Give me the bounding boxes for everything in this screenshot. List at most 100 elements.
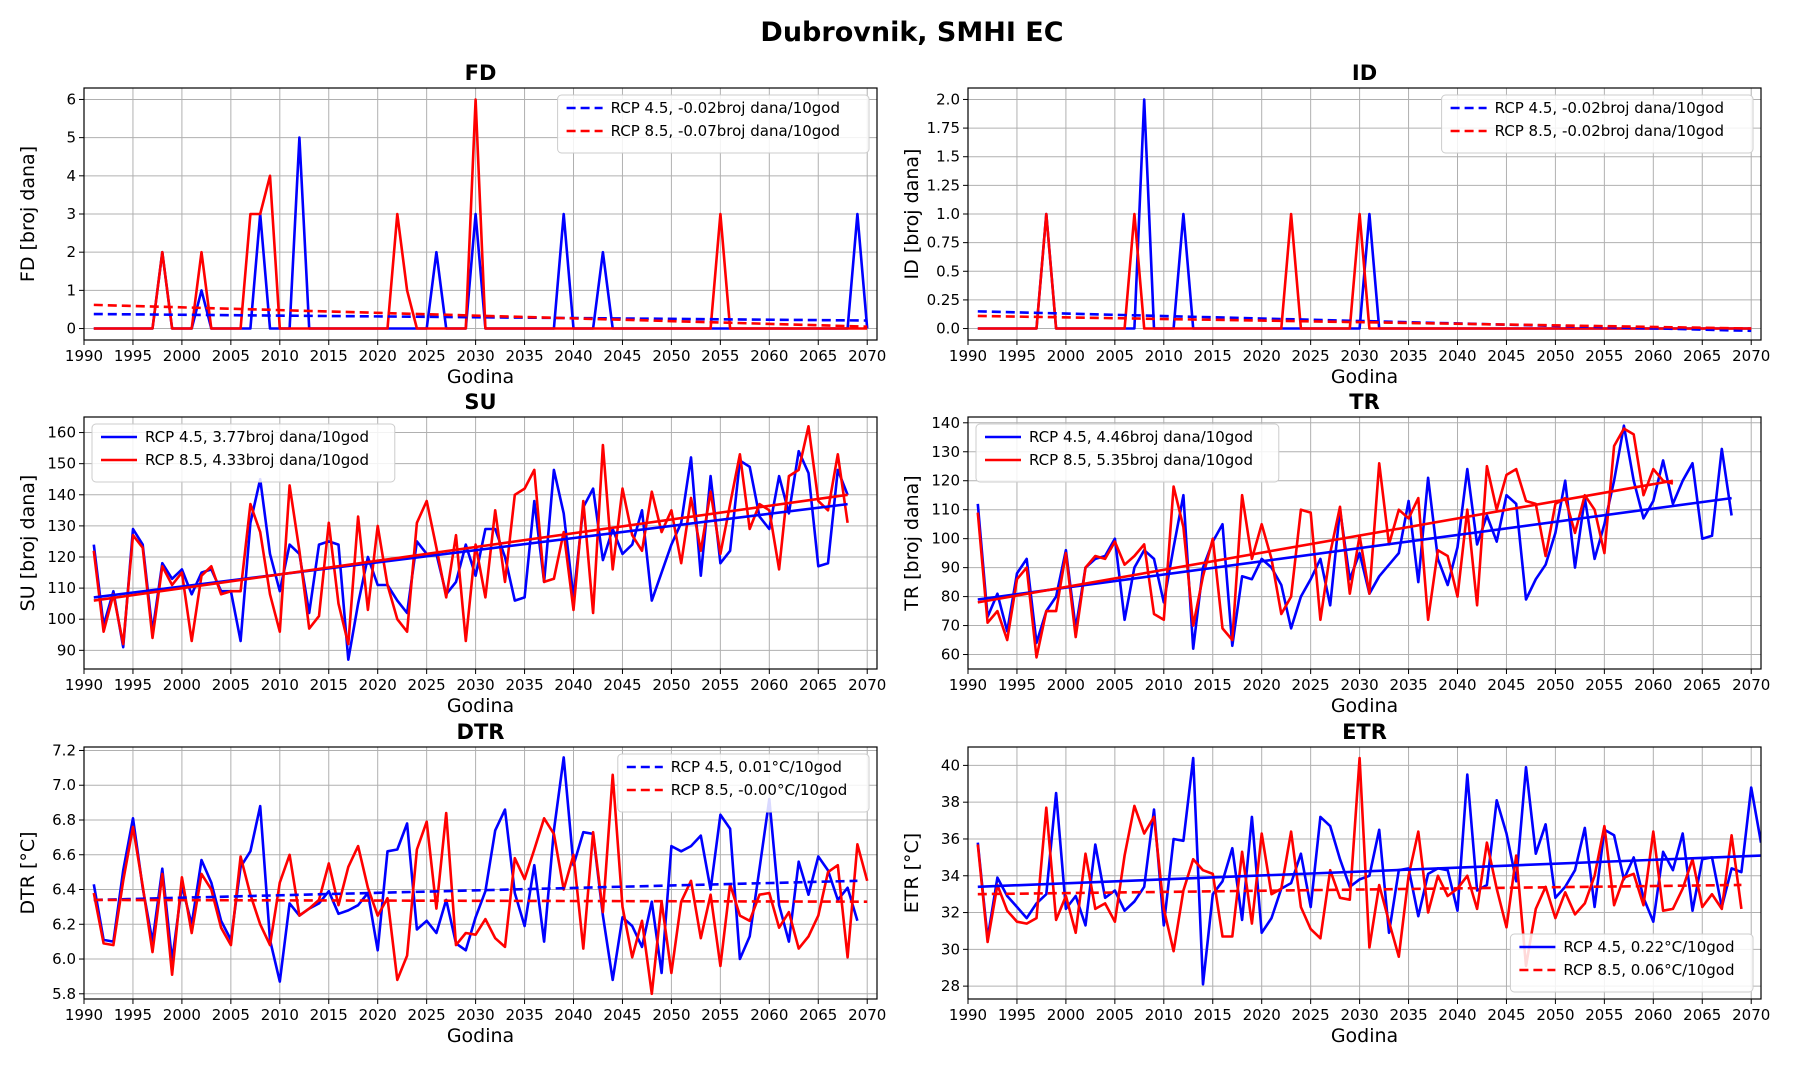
legend-box: [975, 423, 1280, 483]
y-tick-label: 80: [941, 588, 960, 606]
x-tick-label: 2040: [554, 676, 592, 694]
chart-title: ID: [1352, 61, 1377, 85]
legend-box: [1441, 94, 1754, 154]
chart-title: SU: [464, 390, 496, 414]
y-tick-label: 0.0: [936, 320, 960, 338]
legend-label: RCP 8.5, -0.00°C/10god: [671, 781, 848, 799]
legend-label: RCP 4.5, -0.02broj dana/10god: [1495, 99, 1724, 117]
y-tick-label: 160: [47, 424, 76, 442]
x-tick-label: 2060: [750, 676, 788, 694]
x-tick-label: 2015: [1194, 676, 1232, 694]
legend: RCP 4.5, 0.22°C/10god RCP 8.5, 0.06°C/10g…: [1509, 933, 1754, 993]
x-tick-label: 2070: [1732, 676, 1770, 694]
y-tick-label: 120: [931, 472, 960, 490]
x-tick-label: 2065: [799, 1006, 837, 1024]
x-tick-label: 2050: [652, 676, 690, 694]
legend-label: RCP 4.5, 0.01°C/10god: [671, 758, 842, 776]
x-tick-label: 2045: [603, 676, 641, 694]
x-tick-label: 2050: [652, 347, 690, 365]
x-axis-label: Godina: [447, 695, 514, 717]
y-tick-label: 7.2: [52, 741, 76, 759]
x-tick-label: 2045: [603, 1006, 641, 1024]
x-tick-label: 2000: [163, 676, 201, 694]
y-axis-label: FD [broj dana]: [17, 146, 39, 282]
x-tick-label: 2040: [1438, 347, 1476, 365]
y-tick-label: 140: [47, 486, 76, 504]
y-tick-label: 6.8: [52, 811, 76, 829]
series-line-rcp85: [92, 773, 869, 996]
legend-label: RCP 8.5, 0.06°C/10god: [1563, 961, 1734, 979]
x-tick-label: 2035: [505, 1006, 543, 1024]
x-tick-label: 2015: [1194, 347, 1232, 365]
y-tick-label: 130: [47, 517, 76, 535]
y-axis-label: SU [broj dana]: [17, 475, 39, 612]
x-tick-label: 2040: [1438, 676, 1476, 694]
x-tick-label: 2055: [1585, 347, 1623, 365]
y-tick-label: 6.4: [52, 881, 76, 899]
y-tick-label: 30: [941, 940, 960, 958]
y-tick-label: 70: [941, 617, 960, 635]
y-tick-label: 28: [941, 977, 960, 995]
y-tick-label: 32: [941, 904, 960, 922]
chart-tr: TR 1990 1995 2000 2005 2010 2015 2020 2025 2030 20…: [901, 390, 1770, 717]
x-tick-label: 2065: [799, 676, 837, 694]
chart-id: ID 1990 1995 2000 2005 2010 2015 2020 2025 2030 20…: [901, 61, 1770, 388]
plot-area: [92, 756, 869, 996]
x-tick-label: 1995: [998, 676, 1036, 694]
y-tick-label: 1.25: [927, 176, 960, 194]
series-line-rcp45: [92, 756, 859, 983]
x-tick-label: 2040: [554, 347, 592, 365]
x-tick-label: 2005: [212, 1006, 250, 1024]
chart-su: SU 1990 1995 2000 2005 2010 2015 2020 2025 2030 20…: [17, 390, 886, 717]
axes-frame: [967, 416, 1762, 670]
plot-area: [92, 424, 849, 662]
legend-label: RCP 4.5, 3.77broj dana/10god: [145, 428, 369, 446]
y-axis-label: ETR [°C]: [901, 833, 923, 913]
x-tick-label: 2060: [1634, 676, 1672, 694]
x-tick-label: 2025: [408, 676, 446, 694]
x-axis-label: Godina: [447, 1025, 514, 1047]
y-tick-label: 1.75: [927, 119, 960, 137]
x-tick-label: 2015: [310, 676, 348, 694]
x-tick-label: 1995: [114, 347, 152, 365]
plot-area: [977, 98, 1752, 333]
y-tick-label: 90: [941, 559, 960, 577]
x-tick-label: 2010: [1145, 676, 1183, 694]
trend-line-rcp85: [977, 314, 1752, 330]
x-tick-label: 2005: [1096, 1006, 1134, 1024]
y-tick-label: 3: [66, 205, 76, 223]
x-tick-label: 2005: [212, 347, 250, 365]
y-tick-label: 100: [931, 530, 960, 548]
trend-line-rcp85: [93, 898, 868, 903]
trend-line-rcp45: [977, 496, 1732, 601]
x-tick-label: 2035: [505, 347, 543, 365]
series-line-rcp85: [93, 98, 868, 330]
series-line-rcp85: [976, 427, 1674, 659]
x-tick-label: 2055: [1585, 1006, 1623, 1024]
x-tick-label: 2040: [1438, 1006, 1476, 1024]
x-tick-label: 2050: [1536, 676, 1574, 694]
x-tick-label: 2030: [457, 347, 495, 365]
legend: RCP 4.5, -0.02broj dana/10god RCP 8.5, -0…: [1441, 94, 1754, 154]
chart-etr: ETR 1990 1995 2000 2005 2010 2015 2020 2025 2030 2…: [901, 720, 1770, 1047]
x-tick-label: 2010: [261, 1006, 299, 1024]
y-tick-label: 100: [47, 610, 76, 628]
legend: RCP 4.5, -0.02broj dana/10god RCP 8.5, -0…: [557, 94, 870, 154]
x-tick-label: 2010: [1145, 347, 1183, 365]
legend-label: RCP 4.5, 4.46broj dana/10god: [1029, 428, 1253, 446]
x-tick-label: 2000: [163, 1006, 201, 1024]
legend-box: [617, 753, 870, 813]
x-axis-label: Godina: [447, 366, 514, 388]
legend: RCP 4.5, 3.77broj dana/10god RCP 8.5, 4.3…: [91, 423, 396, 483]
y-tick-label: 40: [941, 756, 960, 774]
x-tick-label: 2070: [848, 676, 886, 694]
x-tick-label: 2045: [1487, 1006, 1525, 1024]
legend-label: RCP 8.5, -0.02broj dana/10god: [1495, 122, 1724, 140]
trend-line-rcp45: [93, 879, 858, 902]
axes-frame: [967, 746, 1762, 1000]
x-tick-label: 2030: [1341, 1006, 1379, 1024]
x-tick-label: 2025: [408, 1006, 446, 1024]
x-tick-label: 2065: [799, 347, 837, 365]
x-tick-label: 2015: [310, 1006, 348, 1024]
